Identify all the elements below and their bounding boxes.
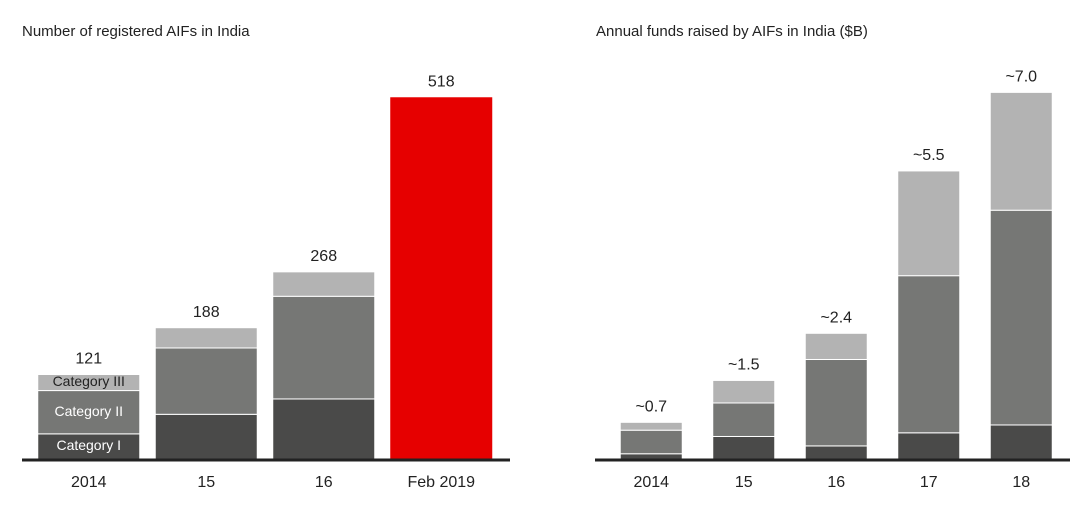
segment-label: Category I [56, 437, 121, 453]
total-label: 268 [310, 248, 337, 265]
total-label: ~5.5 [913, 147, 945, 164]
bar-segment [897, 432, 961, 460]
bar-segment [154, 327, 258, 349]
bar-segment [897, 170, 961, 277]
total-label: ~2.4 [820, 310, 852, 327]
total-label: 188 [193, 304, 220, 321]
bar-segment [989, 424, 1053, 460]
bar-segment [712, 379, 776, 404]
bar-segment [897, 275, 961, 434]
x-tick-label: 18 [1012, 474, 1030, 491]
chart-title: Annual funds raised by AIFs in India ($B… [596, 23, 868, 40]
bar-segment [619, 453, 683, 460]
x-tick-label: 15 [735, 474, 753, 491]
bar-segment [272, 295, 376, 400]
bar-segment [804, 332, 868, 360]
chart-title: Number of registered AIFs in India [22, 23, 250, 40]
x-tick-label: 17 [920, 474, 938, 491]
bar-segment [37, 433, 141, 460]
bar [390, 97, 493, 459]
segment-label: Category II [55, 403, 123, 419]
total-label: ~7.0 [1005, 69, 1037, 86]
bar-segment [989, 209, 1053, 426]
total-label: 121 [75, 351, 102, 368]
x-tick-label: Feb 2019 [407, 474, 475, 491]
bar-segment [619, 429, 683, 455]
total-label: ~1.5 [728, 357, 760, 374]
x-tick-label: 15 [197, 474, 215, 491]
x-tick-label: 16 [315, 474, 333, 491]
bar-segment [804, 445, 868, 460]
bar-segment [619, 421, 683, 431]
bar-segment [804, 358, 868, 447]
bar-segment [272, 271, 376, 297]
x-tick-label: 2014 [633, 474, 669, 491]
segment-label: Category III [53, 373, 125, 389]
total-label: ~0.7 [635, 399, 667, 416]
total-label: 518 [428, 73, 455, 90]
x-tick-label: 2014 [71, 474, 107, 491]
bar-segment [272, 398, 376, 460]
bar-segment [712, 402, 776, 437]
bar-segment [154, 413, 258, 460]
x-tick-label: 16 [827, 474, 845, 491]
bar-segment [712, 435, 776, 460]
bar-segment [154, 347, 258, 415]
bar-segment [37, 374, 141, 392]
bar-segment [989, 91, 1053, 211]
bar-segment [37, 390, 141, 435]
